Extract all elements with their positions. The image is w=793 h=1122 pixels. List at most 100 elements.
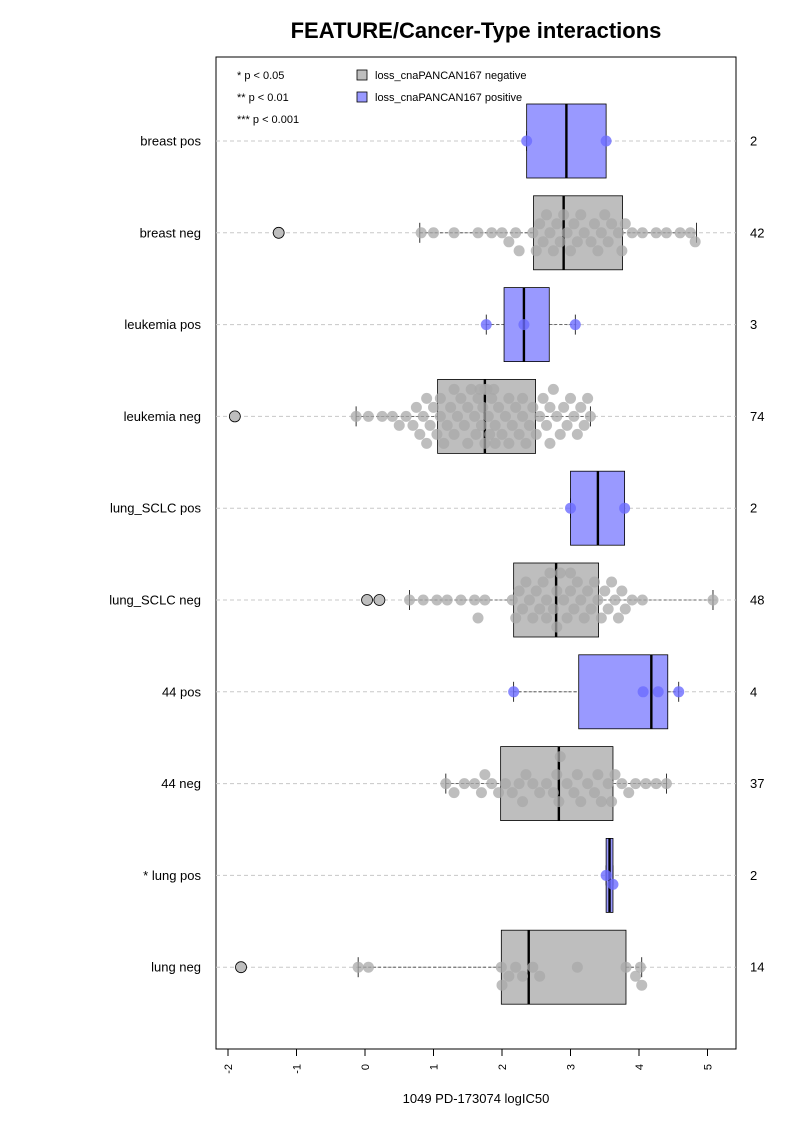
row-1-point xyxy=(448,227,460,239)
row-7-point xyxy=(551,769,563,781)
row-1-point xyxy=(585,236,597,248)
row-1-point xyxy=(554,236,566,248)
row-1-point xyxy=(571,236,583,248)
row-9-box-group xyxy=(235,929,648,1005)
row-3-point xyxy=(386,410,398,422)
row-6-point xyxy=(637,686,649,698)
row-5-point xyxy=(472,612,484,624)
row-7-point xyxy=(448,787,460,799)
row-3-point xyxy=(434,410,446,422)
row-7-point xyxy=(554,751,566,763)
row-5-point xyxy=(595,612,607,624)
row-1-point xyxy=(636,227,648,239)
row-4-box-group xyxy=(565,470,631,546)
row-1-point xyxy=(503,236,515,248)
row-3-point xyxy=(462,401,474,413)
row-1-point xyxy=(496,227,508,239)
row-7-point xyxy=(493,787,505,799)
row-5-outlier xyxy=(373,594,386,606)
row-3-point xyxy=(484,428,496,440)
row-1-point xyxy=(684,227,696,239)
row-5-outlier xyxy=(361,594,373,606)
row-2-point xyxy=(518,319,530,331)
row-3-point xyxy=(523,419,535,431)
row-5-point xyxy=(541,612,553,624)
row-1-point xyxy=(558,209,570,221)
row-8-point xyxy=(600,869,612,881)
row-3-point xyxy=(414,428,426,440)
row-4-point xyxy=(565,502,576,514)
row-5-point xyxy=(609,594,621,606)
row-9-point xyxy=(510,961,522,973)
row-7-point xyxy=(553,796,565,808)
row-3-point xyxy=(544,401,556,413)
row-6-point xyxy=(508,686,520,698)
row-3-point xyxy=(469,410,481,422)
row-3-point xyxy=(479,437,491,449)
row-1-point xyxy=(575,209,587,221)
row-7-point xyxy=(568,787,580,799)
row-3-point xyxy=(455,392,467,404)
row-3-point xyxy=(544,437,556,449)
row-1-point xyxy=(541,209,553,221)
row-3-point xyxy=(410,401,422,413)
row-5-point xyxy=(575,594,587,606)
row-3-point xyxy=(568,410,580,422)
row-9-box xyxy=(500,929,627,1005)
sig-legend-1: * p < 0.05 xyxy=(237,70,284,82)
row-8-count: 2 xyxy=(750,868,757,883)
row-3-point xyxy=(421,437,433,449)
row-3-point xyxy=(551,410,563,422)
row-1-point xyxy=(534,218,546,230)
row-5-point xyxy=(616,585,628,597)
row-7-point xyxy=(541,778,553,790)
row-7-point xyxy=(575,796,587,808)
row-3-point xyxy=(424,419,436,431)
row-5-point xyxy=(469,594,481,606)
row-9-point xyxy=(495,961,507,973)
row-3-point xyxy=(448,383,460,395)
row-1-point xyxy=(510,227,522,239)
row-3-point xyxy=(530,428,542,440)
row-5-point xyxy=(510,612,522,624)
row-3-point xyxy=(350,410,362,422)
row-5-point xyxy=(520,576,532,588)
row-1-point xyxy=(660,227,672,239)
row-3-point xyxy=(537,392,549,404)
row-7-point xyxy=(458,778,470,790)
row-9-point xyxy=(503,970,515,982)
row-3-point xyxy=(554,428,566,440)
row-3-point xyxy=(407,419,419,431)
row-3-point xyxy=(400,410,412,422)
row-1-point xyxy=(415,227,427,239)
row-5-point xyxy=(612,612,624,624)
x-tick-label: 4 xyxy=(634,1064,646,1070)
legend-label-positive: loss_cnaPANCAN167 positive xyxy=(375,92,522,104)
row-5-point xyxy=(534,603,546,615)
row-1-point xyxy=(547,245,559,257)
row-3-point xyxy=(503,392,515,404)
row-3-point xyxy=(517,392,529,404)
row-5-point xyxy=(626,594,638,606)
row-3-point xyxy=(493,401,505,413)
row-5-point xyxy=(571,576,583,588)
row-3-point xyxy=(421,392,433,404)
row-3-point xyxy=(451,410,463,422)
row-6-point xyxy=(652,686,664,698)
row-1-point xyxy=(537,236,549,248)
row-1-point xyxy=(619,218,631,230)
row-9-point xyxy=(362,961,374,973)
row-7-point xyxy=(588,787,600,799)
row-3-point xyxy=(527,401,539,413)
row-7-point xyxy=(440,778,452,790)
row-3-point xyxy=(575,401,587,413)
row-0-box-group xyxy=(521,103,612,179)
row-1-point xyxy=(544,227,556,239)
row-4-point xyxy=(619,502,631,514)
row-3-point xyxy=(584,410,596,422)
row-1-point xyxy=(486,227,498,239)
row-9-count: 14 xyxy=(750,960,764,975)
row-0-point xyxy=(600,135,612,147)
legend-swatch-positive xyxy=(356,91,368,103)
